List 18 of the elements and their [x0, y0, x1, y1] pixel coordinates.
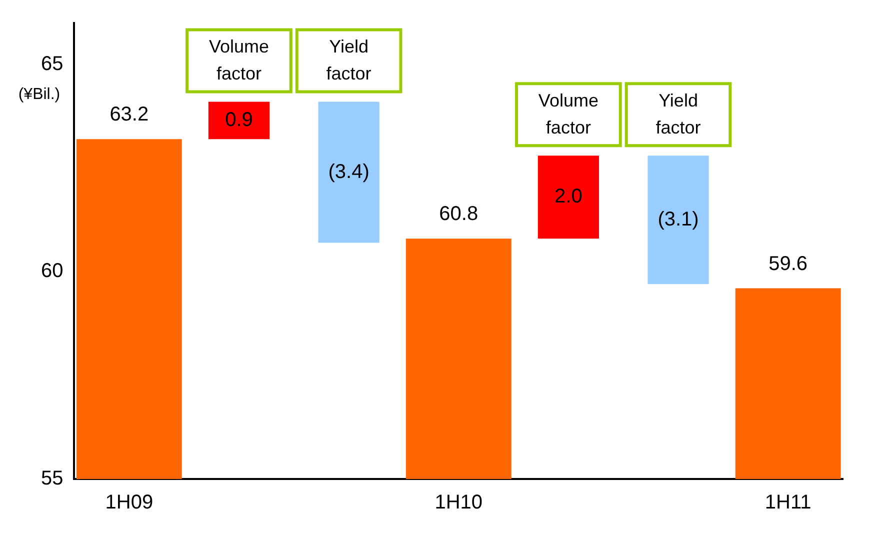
y-axis-title: (¥Bil.)	[18, 86, 60, 103]
data-label: 63.2	[110, 104, 149, 126]
data-label: 59.6	[768, 252, 808, 275]
data-label: (3.4)	[328, 160, 370, 183]
x-tick-label: 1H09	[105, 492, 154, 514]
y-tick-label: 55	[40, 468, 64, 490]
data-label: (3.1)	[658, 208, 699, 230]
data-label: 60.8	[439, 203, 478, 226]
data-label: 2.0	[554, 186, 582, 208]
annotation: Volume factor	[538, 90, 598, 138]
data-label: 0.9	[225, 108, 253, 131]
annotation: Yield factor	[326, 36, 372, 84]
y-tick-label: 65	[40, 52, 64, 75]
y-tick-label: 60	[40, 260, 64, 282]
annotation: Yield factor	[656, 90, 701, 138]
annotation: Volume factor	[208, 36, 270, 84]
x-tick-label: 1H10	[434, 492, 483, 514]
x-tick-label: 1H11	[764, 492, 812, 514]
